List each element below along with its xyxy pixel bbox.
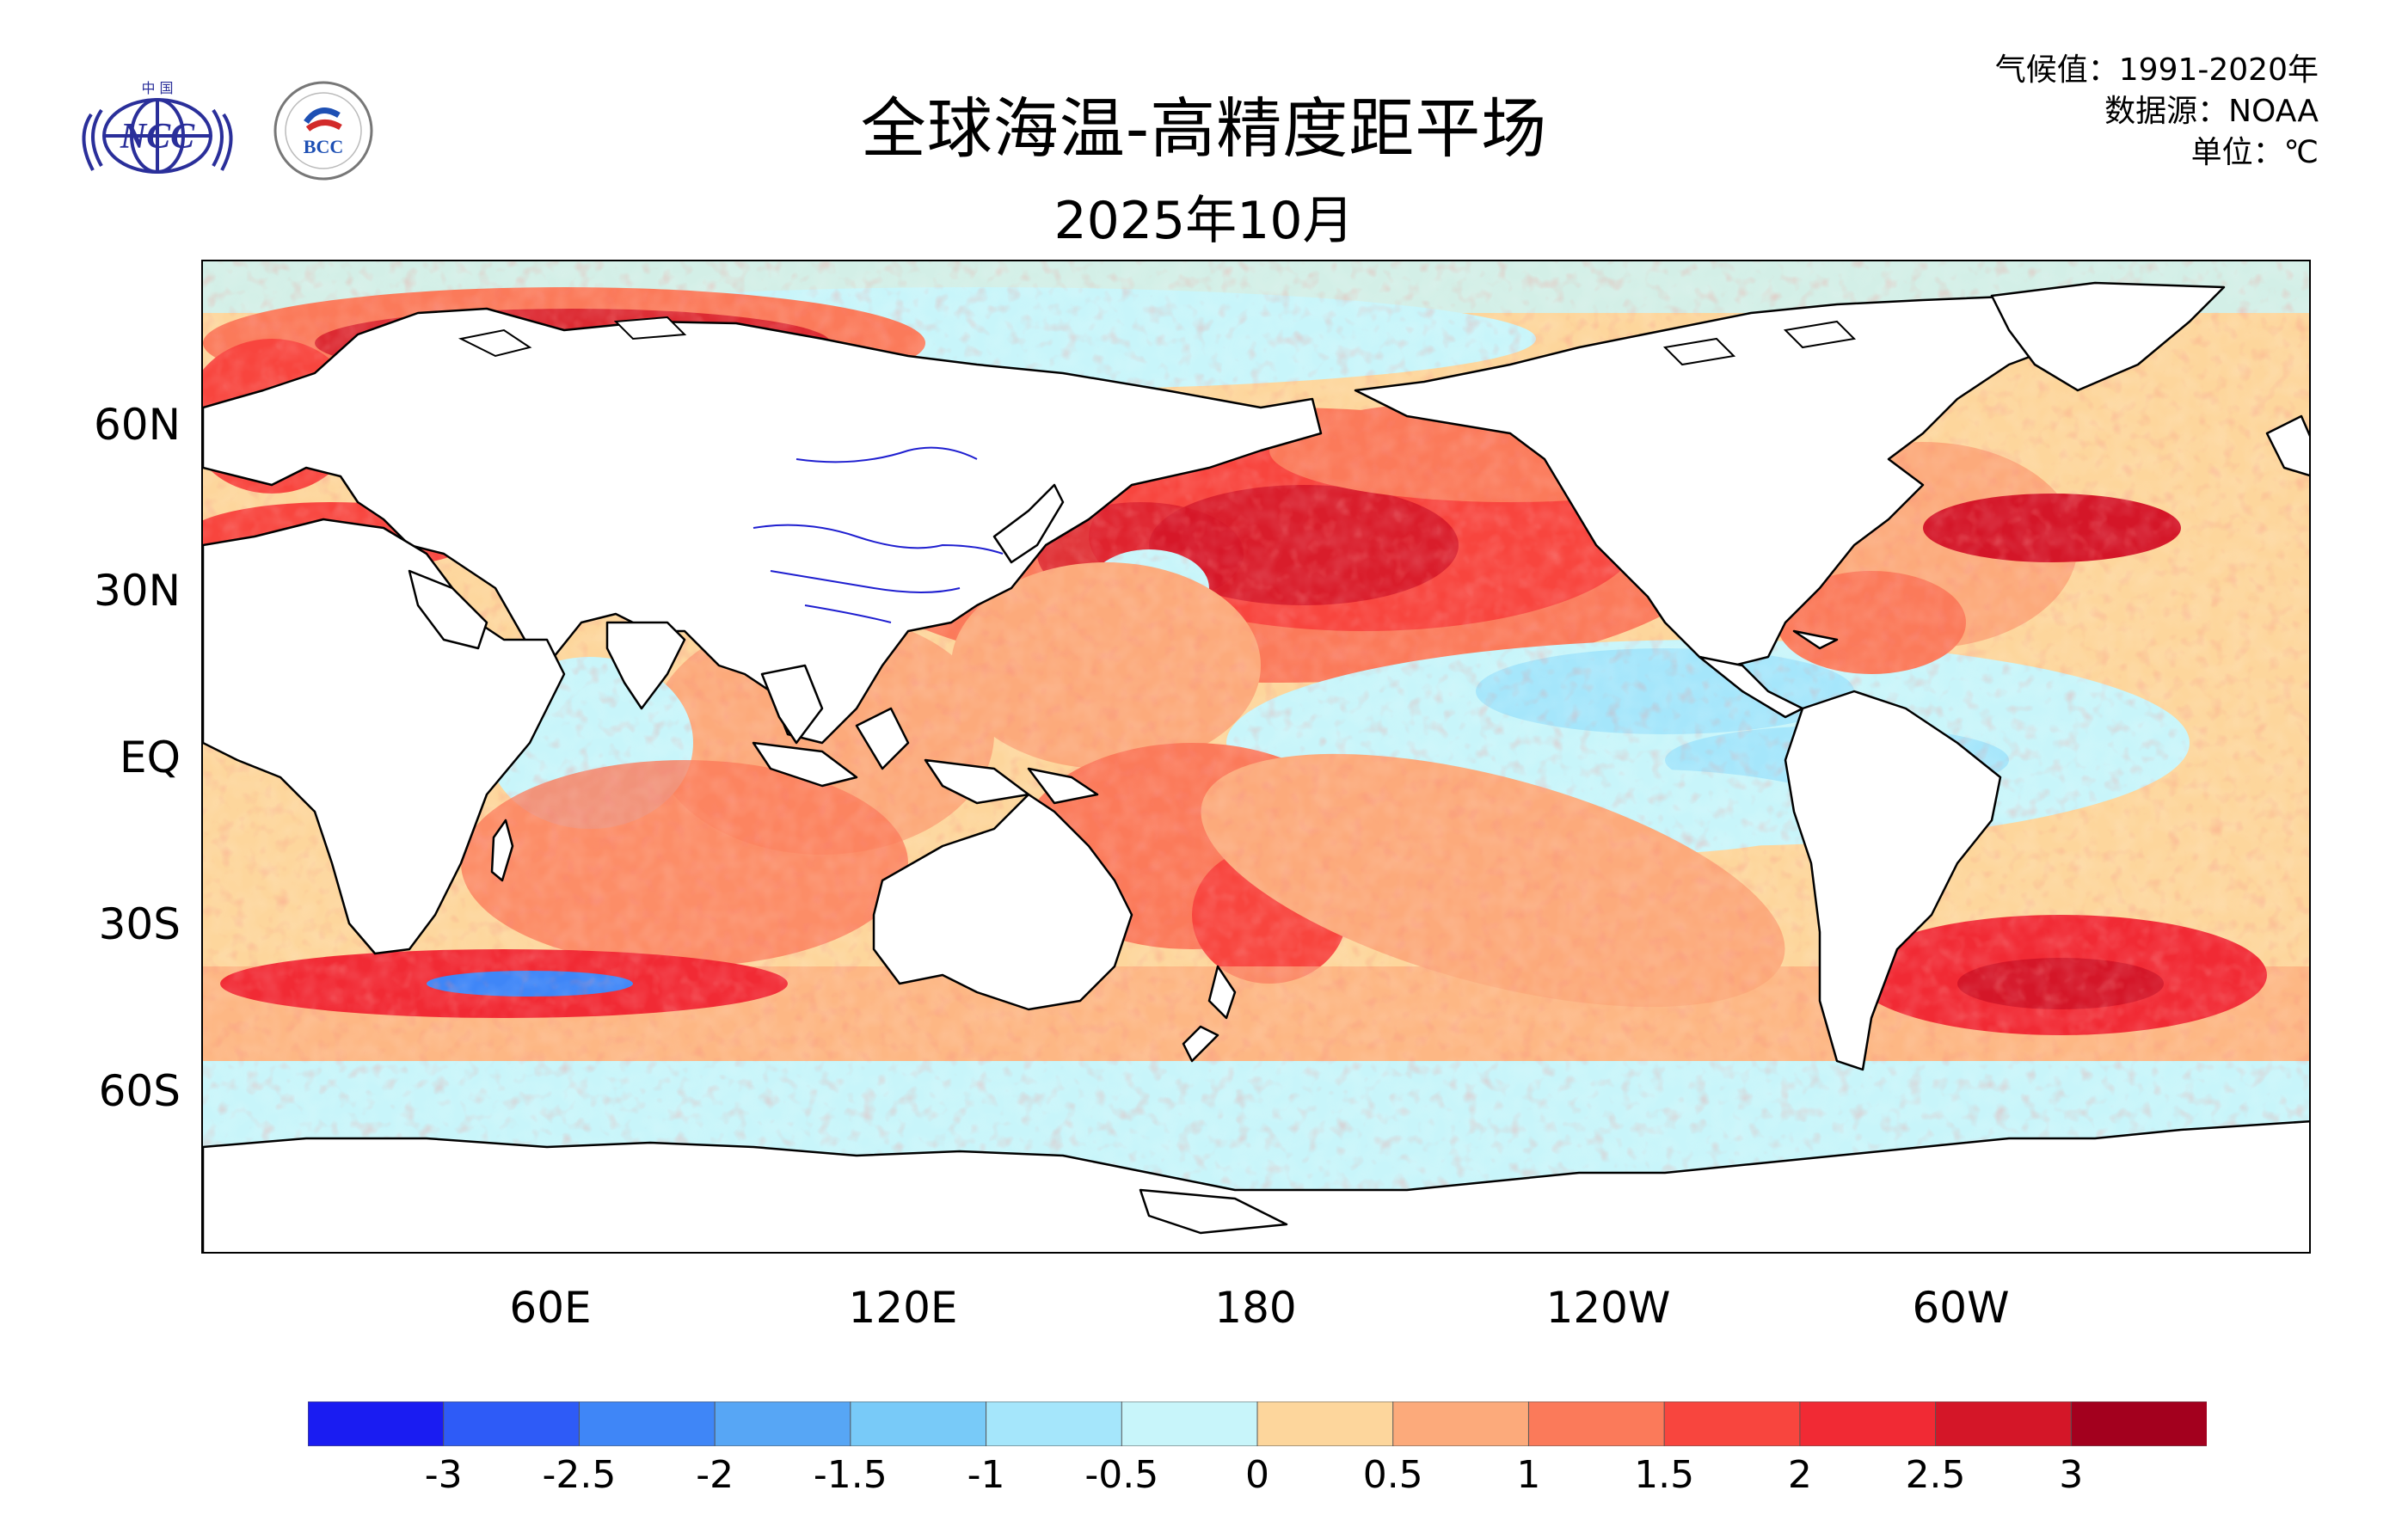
unit-text: 单位：℃ <box>2190 135 2319 170</box>
antarctica-land <box>203 1120 2309 1252</box>
colorbar-swatch <box>443 1401 580 1446</box>
colorbar <box>308 1401 2207 1446</box>
colorbar-swatch <box>1256 1401 1394 1446</box>
map-title: 全球海温-高精度距平场 <box>860 90 1548 167</box>
lon-label-60e: 60E <box>509 1283 592 1333</box>
land-masses <box>203 281 2309 1252</box>
lat-label-60s: 60S <box>98 1066 181 1116</box>
colorbar-tick-label: 1.5 <box>1634 1453 1695 1497</box>
north-america-land <box>1354 294 2097 667</box>
colorbar-swatch <box>1527 1401 1666 1446</box>
colorbar-swatch <box>714 1401 851 1446</box>
map-canvas <box>203 261 2309 1252</box>
lat-label-30s: 30S <box>98 899 181 949</box>
colorbar-swatch <box>1799 1401 1937 1446</box>
lat-label-eq: EQ <box>120 733 181 782</box>
australia-land <box>872 793 1133 1011</box>
colorbar-tick-label: 3 <box>2059 1453 2084 1497</box>
colorbar-tick-label: -3 <box>424 1453 463 1497</box>
map-subtitle: 2025年10月 <box>1054 191 1354 251</box>
colorbar-swatch <box>1935 1401 2073 1446</box>
colorbar-swatch <box>986 1401 1123 1446</box>
china-rivers <box>752 446 1004 623</box>
colorbar-tick-label: 1 <box>1516 1453 1541 1497</box>
lat-label-30n: 30N <box>93 566 181 616</box>
colorbar-tick-label: -1 <box>967 1453 1005 1497</box>
climatology-text: 气候值：1991-2020年 <box>1994 52 2319 88</box>
colorbar-swatch <box>1121 1401 1258 1446</box>
colorbar-swatch <box>308 1401 445 1446</box>
metadata-block: 气候值：1991-2020年 数据源：NOAA 单位：℃ <box>1995 50 2319 174</box>
sst-anomaly-map <box>201 260 2311 1254</box>
colorbar-swatch <box>1392 1401 1530 1446</box>
colorbar-tick-label: -0.5 <box>1084 1453 1159 1497</box>
lon-label-60w: 60W <box>1912 1283 2010 1333</box>
south-america-land <box>1784 690 2002 1071</box>
colorbar-swatch <box>578 1401 716 1446</box>
lon-label-120e: 120E <box>848 1283 958 1333</box>
colorbar-tick-label: -1.5 <box>813 1453 888 1497</box>
lon-label-120w: 120W <box>1545 1283 1671 1333</box>
colorbar-tick-label: 2.5 <box>1905 1453 1966 1497</box>
ncc-logo: NCC 中 国 <box>82 80 233 174</box>
colorbar-swatch <box>2070 1401 2207 1446</box>
colorbar-tick-label: 0 <box>1245 1453 1269 1497</box>
colorbar-tick-label: -2 <box>696 1453 734 1497</box>
colorbar-swatch <box>850 1401 987 1446</box>
colorbar-tick-label: 0.5 <box>1362 1453 1423 1497</box>
data-source-text: 数据源：NOAA <box>2104 94 2319 129</box>
lat-label-60n: 60N <box>93 400 181 450</box>
bcc-logo-text: BCC <box>304 136 343 157</box>
arctic-islands <box>458 316 1857 366</box>
colorbar-tick-label: 2 <box>1787 1453 1812 1497</box>
colorbar-tick-label: -2.5 <box>542 1453 617 1497</box>
lon-label-180: 180 <box>1214 1283 1297 1333</box>
ncc-logo-text: NCC <box>120 117 195 156</box>
ncc-logo-top: 中 国 <box>141 80 173 96</box>
colorbar-swatch <box>1663 1401 1801 1446</box>
bcc-logo: BCC <box>273 81 373 181</box>
